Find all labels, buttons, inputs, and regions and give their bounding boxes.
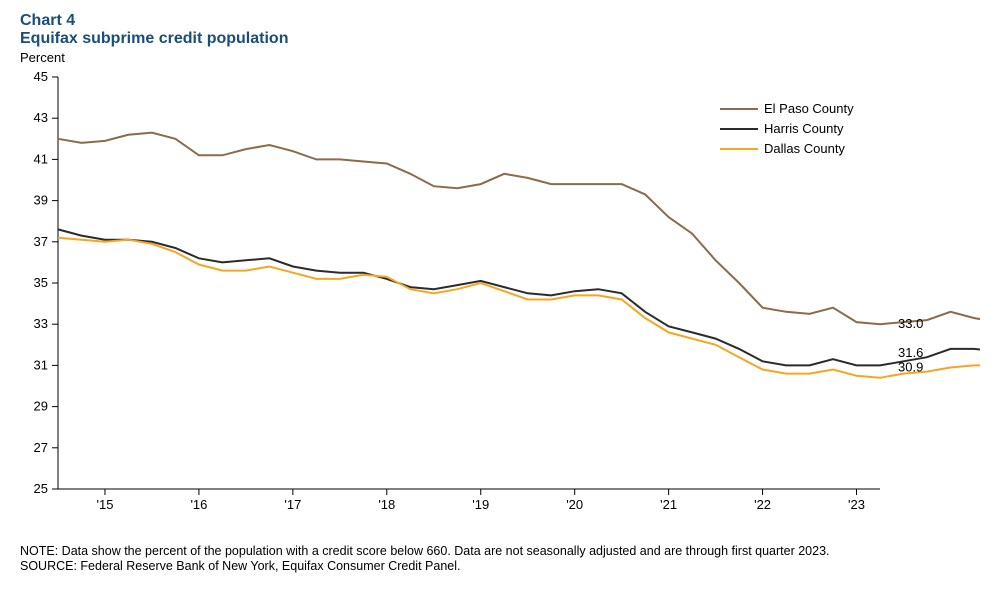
x-tick-label: '17 — [284, 497, 301, 512]
y-tick-label: 33 — [34, 316, 48, 331]
series-end-label: 33.0 — [898, 316, 923, 331]
x-tick-label: '15 — [96, 497, 113, 512]
y-tick-label: 31 — [34, 357, 48, 372]
x-tick-label: '22 — [754, 497, 771, 512]
plot-area: 25 27 29 31 33 35 37 39 41 43 45 '15 '16 '17 '18 '19 '20… — [20, 69, 940, 509]
y-tick-label: 39 — [34, 193, 48, 208]
x-tick-label: '21 — [660, 497, 677, 512]
y-tick-label: 25 — [34, 481, 48, 496]
y-tick-label: 35 — [34, 275, 48, 290]
y-axis-label: Percent — [20, 50, 980, 65]
series-end-label: 31.6 — [898, 345, 923, 360]
y-tick-label: 41 — [34, 151, 48, 166]
footnote-note: NOTE: Data show the percent of the popul… — [20, 544, 970, 560]
legend-label: Dallas County — [764, 141, 845, 156]
x-tick-label: '16 — [190, 497, 207, 512]
series-line — [58, 238, 980, 378]
chart-svg: 25 27 29 31 33 35 37 39 41 43 45 '15 '16 '17 '18 '19 '20… — [20, 69, 980, 529]
y-tick-label: 45 — [34, 69, 48, 84]
legend-label: Harris County — [764, 121, 844, 136]
y-tick-label: 29 — [34, 399, 48, 414]
x-tick-label: '18 — [378, 497, 395, 512]
chart-title: Equifax subprime credit population — [20, 30, 980, 48]
y-tick-label: 27 — [34, 440, 48, 455]
chart-container: Chart 4 Equifax subprime credit populati… — [20, 12, 980, 509]
x-tick-label: '19 — [472, 497, 489, 512]
y-tick-label: 37 — [34, 234, 48, 249]
y-tick-label: 43 — [34, 110, 48, 125]
footnote-block: NOTE: Data show the percent of the popul… — [20, 544, 970, 575]
x-tick-label: '20 — [566, 497, 583, 512]
legend-label: El Paso County — [764, 101, 854, 116]
x-tick-label: '23 — [848, 497, 865, 512]
series-end-label: 30.9 — [898, 359, 923, 374]
chart-number: Chart 4 — [20, 12, 980, 30]
footnote-source: SOURCE: Federal Reserve Bank of New York… — [20, 559, 970, 575]
